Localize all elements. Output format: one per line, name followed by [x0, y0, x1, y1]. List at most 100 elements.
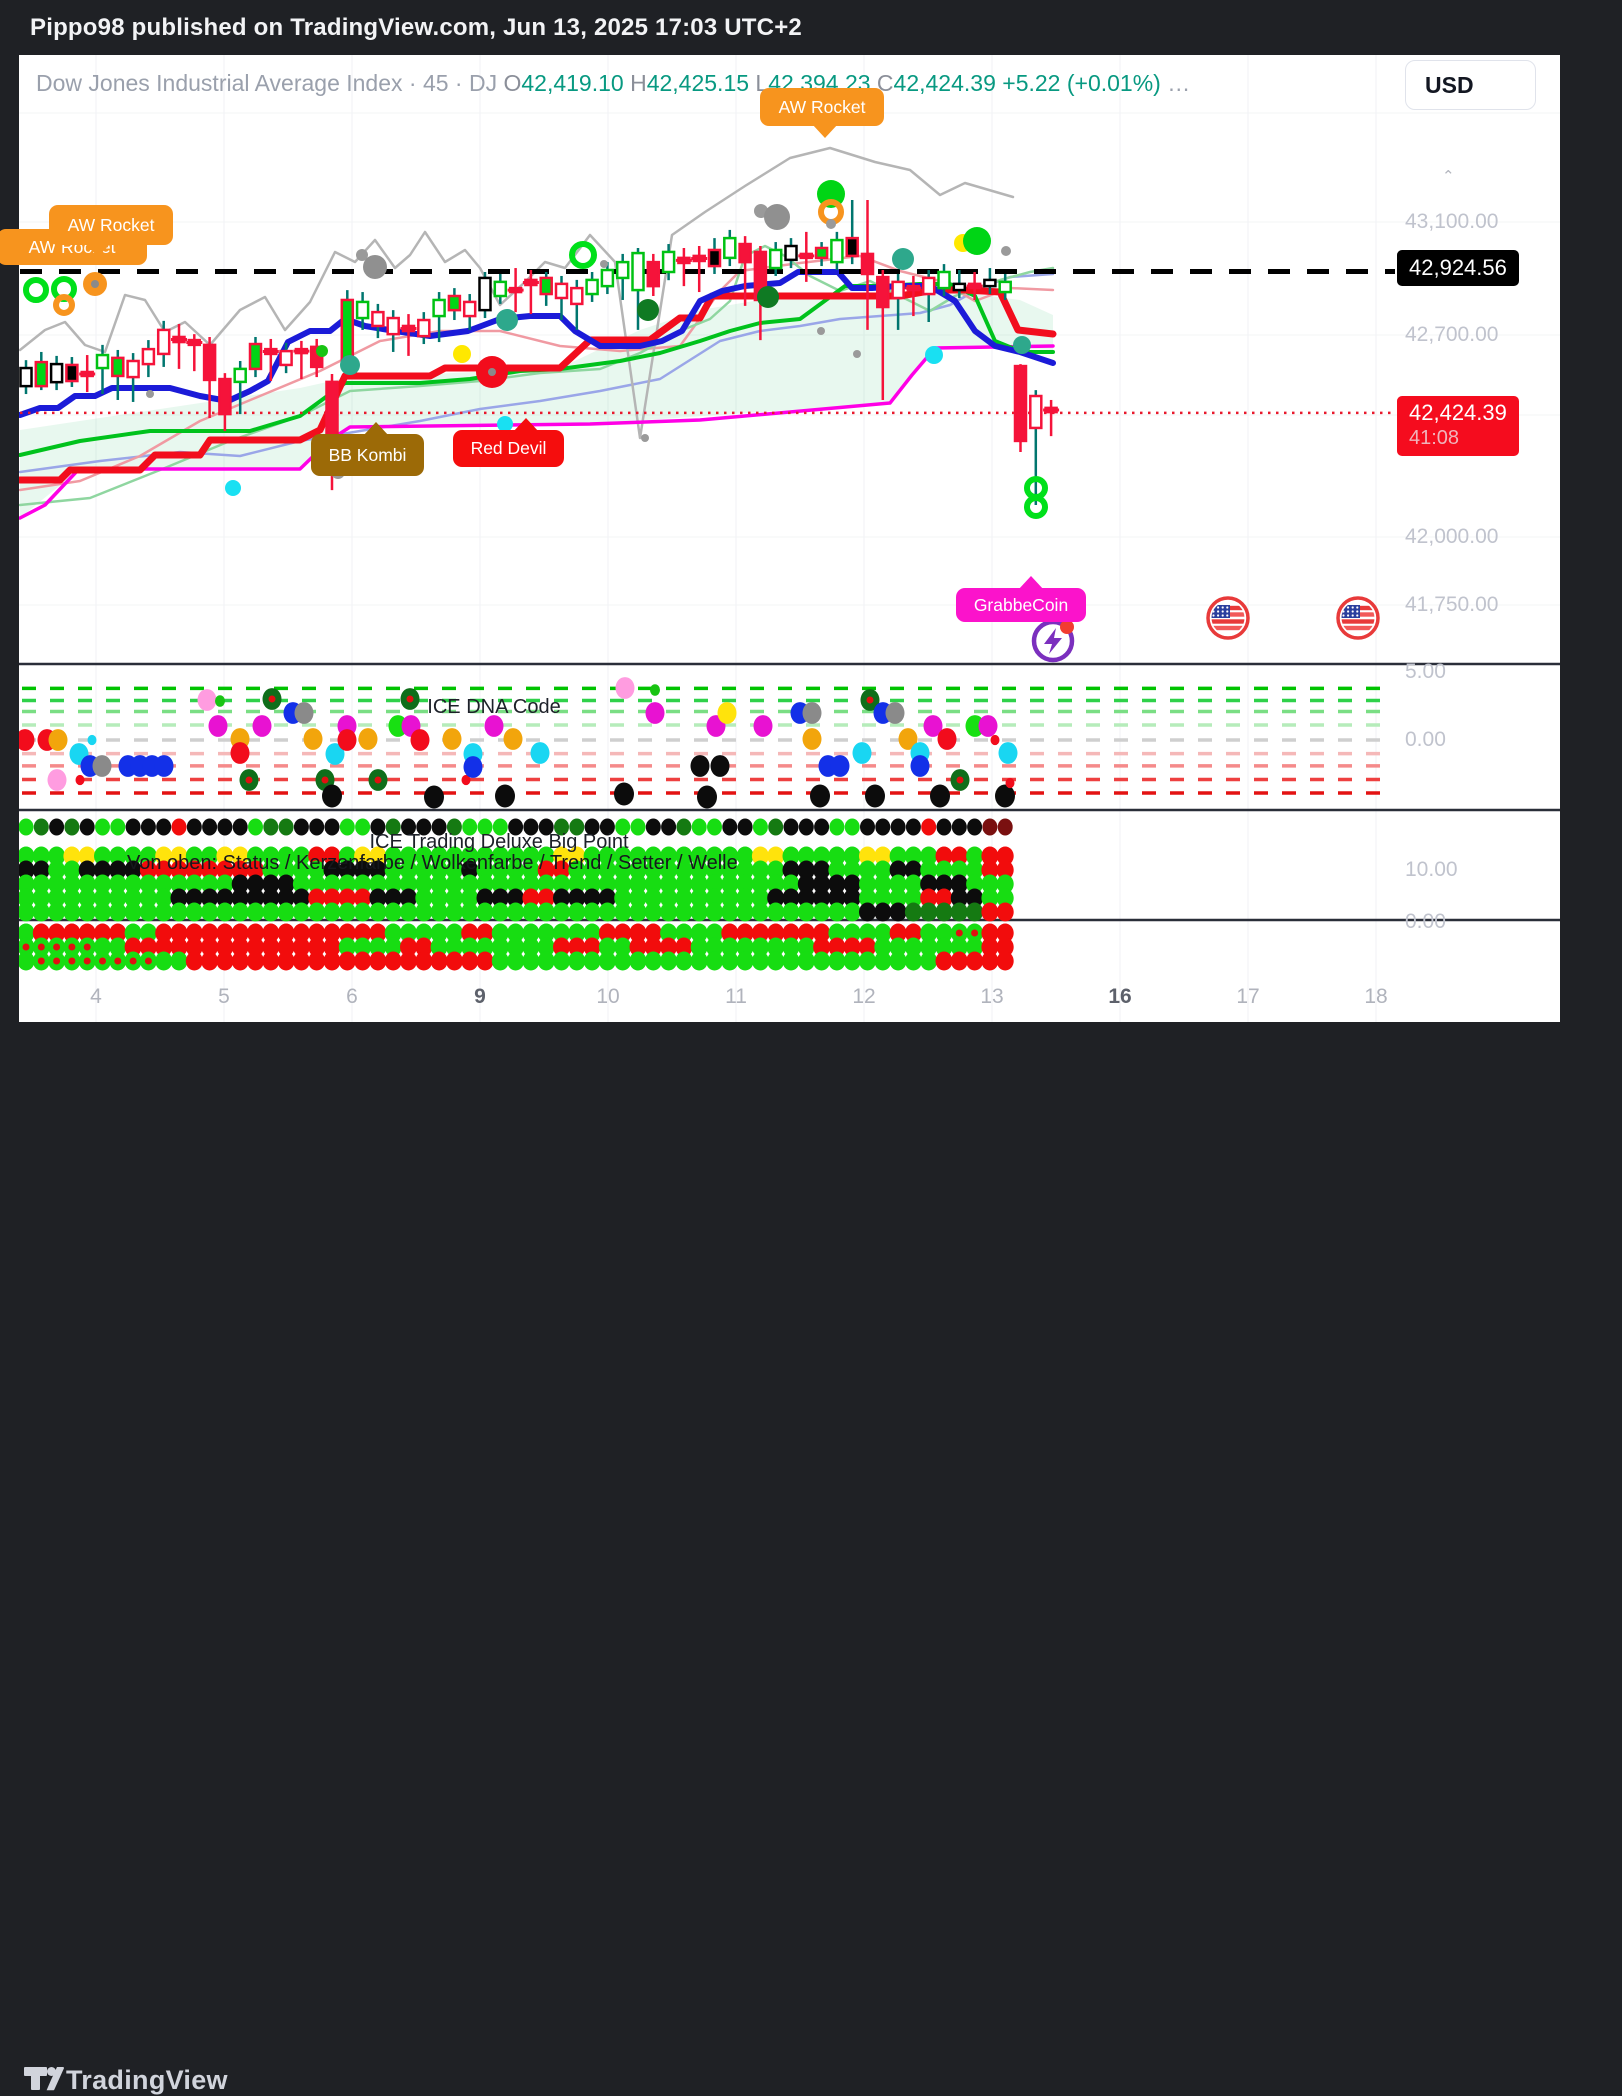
- matrix-dot[interactable]: [308, 923, 326, 943]
- candlestick[interactable]: [799, 252, 814, 260]
- matrix-dot[interactable]: [814, 818, 830, 836]
- matrix-dot[interactable]: [63, 888, 81, 908]
- dna-dot[interactable]: [885, 702, 905, 724]
- matrix-dot[interactable]: [323, 951, 341, 971]
- dna-dot[interactable]: [461, 774, 471, 786]
- matrix-dot[interactable]: [905, 818, 921, 836]
- matrix-dot[interactable]: [400, 923, 417, 943]
- matrix-dot[interactable]: [843, 846, 861, 866]
- callout-grabbe-coin[interactable]: GrabbeCoin: [956, 576, 1086, 622]
- matrix-dot[interactable]: [767, 888, 785, 908]
- matrix-dot[interactable]: [875, 818, 891, 836]
- matrix-dot[interactable]: [844, 818, 860, 836]
- matrix-dot[interactable]: [293, 818, 309, 836]
- matrix-dot[interactable]: [63, 951, 81, 971]
- signal-dot[interactable]: [316, 345, 328, 357]
- signal-ring[interactable]: [1024, 476, 1048, 500]
- matrix-dot[interactable]: [676, 818, 692, 836]
- matrix-dot[interactable]: [782, 874, 800, 894]
- matrix-dot[interactable]: [950, 888, 968, 908]
- matrix-dot[interactable]: [629, 937, 647, 957]
- matrix-dot[interactable]: [231, 888, 249, 908]
- matrix-dot[interactable]: [782, 937, 800, 957]
- signal-dot[interactable]: [853, 350, 861, 358]
- dna-dot[interactable]: [208, 715, 228, 737]
- matrix-dot[interactable]: [63, 923, 81, 943]
- matrix-dot[interactable]: [277, 874, 295, 894]
- matrix-dot[interactable]: [553, 902, 570, 922]
- matrix-dot[interactable]: [384, 888, 402, 908]
- matrix-dot[interactable]: [996, 874, 1014, 894]
- matrix-dot[interactable]: [813, 937, 831, 957]
- matrix-dot[interactable]: [904, 888, 922, 908]
- matrix-dot[interactable]: [78, 888, 96, 908]
- matrix-dot[interactable]: [292, 937, 310, 957]
- candlestick[interactable]: [1029, 394, 1043, 430]
- dna-dot[interactable]: [130, 755, 150, 777]
- matrix-dot[interactable]: [583, 874, 601, 894]
- candlestick[interactable]: [983, 278, 997, 288]
- currency-button[interactable]: USD: [1405, 60, 1536, 110]
- matrix-dot[interactable]: [476, 951, 494, 971]
- matrix-dot[interactable]: [522, 937, 540, 957]
- matrix-dot[interactable]: [491, 888, 509, 908]
- matrix-dot[interactable]: [491, 937, 509, 957]
- matrix-dot[interactable]: [277, 951, 295, 971]
- dna-dot[interactable]: [410, 729, 430, 751]
- candlestick[interactable]: [860, 252, 875, 276]
- matrix-dot[interactable]: [277, 888, 295, 908]
- matrix-dot[interactable]: [966, 951, 984, 971]
- signal-dot[interactable]: [826, 219, 836, 229]
- matrix-dot[interactable]: [783, 818, 799, 836]
- matrix-dot[interactable]: [706, 874, 723, 894]
- matrix-dot[interactable]: [935, 937, 953, 957]
- matrix-dot[interactable]: [476, 874, 494, 894]
- matrix-dot[interactable]: [950, 846, 968, 866]
- tradingview-logo-icon[interactable]: [24, 2066, 64, 2096]
- dna-dot[interactable]: [852, 742, 872, 764]
- matrix-dot[interactable]: [843, 923, 861, 943]
- signal-ring[interactable]: [818, 199, 844, 225]
- matrix-dot[interactable]: [690, 937, 708, 957]
- candlestick[interactable]: [355, 300, 370, 320]
- matrix-dot[interactable]: [660, 951, 678, 971]
- matrix-dot[interactable]: [553, 923, 570, 943]
- matrix-dot[interactable]: [660, 874, 678, 894]
- dna-dot[interactable]: [230, 742, 250, 764]
- candlestick[interactable]: [187, 338, 202, 347]
- matrix-dot[interactable]: [614, 874, 632, 894]
- matrix-dot[interactable]: [737, 818, 753, 836]
- dna-dot[interactable]: [910, 742, 930, 764]
- matrix-dot[interactable]: [78, 923, 96, 943]
- matrix-dot[interactable]: [384, 874, 402, 894]
- matrix-dot[interactable]: [751, 860, 769, 880]
- matrix-dot[interactable]: [721, 937, 739, 957]
- matrix-dot[interactable]: [415, 874, 433, 894]
- matrix-dot[interactable]: [690, 902, 708, 922]
- matrix-dot[interactable]: [231, 874, 249, 894]
- candlestick[interactable]: [371, 310, 385, 328]
- matrix-dot[interactable]: [767, 951, 785, 971]
- candlestick[interactable]: [34, 360, 49, 388]
- matrix-dot[interactable]: [94, 888, 111, 908]
- matrix-dot[interactable]: [445, 951, 463, 971]
- dna-dot[interactable]: [802, 702, 822, 724]
- matrix-dot[interactable]: [461, 937, 479, 957]
- matrix-dot[interactable]: [935, 888, 953, 908]
- candlestick[interactable]: [707, 248, 722, 268]
- matrix-dot[interactable]: [292, 923, 310, 943]
- matrix-dot[interactable]: [170, 902, 188, 922]
- dna-dot[interactable]: [937, 728, 957, 750]
- dna-dot[interactable]: [998, 742, 1018, 764]
- candlestick[interactable]: [172, 335, 186, 344]
- candlestick[interactable]: [906, 284, 921, 292]
- matrix-dot[interactable]: [950, 951, 968, 971]
- matrix-dot[interactable]: [338, 937, 356, 957]
- matrix-dot[interactable]: [400, 874, 417, 894]
- matrix-dot[interactable]: [904, 874, 922, 894]
- matrix-dot[interactable]: [19, 818, 34, 836]
- signal-dot[interactable]: [1001, 246, 1011, 256]
- matrix-dot[interactable]: [48, 937, 66, 957]
- dna-dot[interactable]: [239, 769, 259, 791]
- matrix-dot[interactable]: [369, 902, 387, 922]
